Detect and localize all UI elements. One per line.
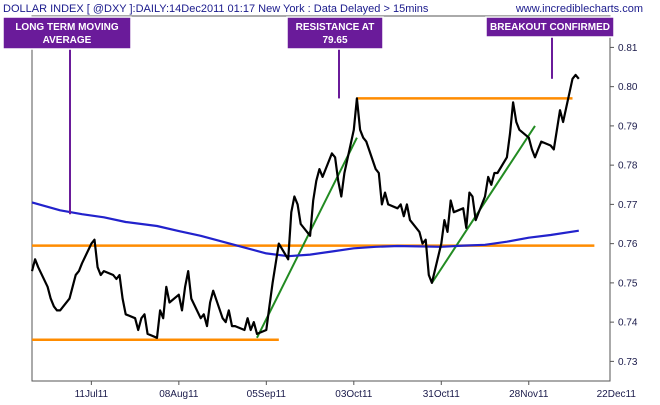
- y-tick-label: 0.77: [618, 200, 638, 211]
- price-layer: [30, 73, 580, 339]
- brand-watermark: www.incrediblecharts.com: [515, 3, 643, 15]
- annotation-box: [485, 16, 615, 38]
- trendline: [431, 125, 536, 284]
- annotation-label: BREAKOUT CONFIRMED: [490, 22, 610, 33]
- annotations: LONG TERM MOVING AVERAGE RESISTANCE AT 79.6…: [2, 16, 615, 215]
- horizontal-lines: [32, 97, 595, 342]
- x-tick-label: 31Oct11: [423, 389, 460, 400]
- y-tick-label: 0.81: [618, 43, 638, 54]
- y-tick-label: 0.76: [618, 239, 638, 250]
- moving-average-line: [31, 201, 579, 258]
- x-tick-label: 08Aug11: [159, 389, 199, 400]
- x-tick-label: 03Oct11: [335, 389, 372, 400]
- annotation-label: RESISTANCE AT: [296, 22, 375, 33]
- trendline: [256, 137, 358, 339]
- chart-header-title: DOLLAR INDEX [ @DXY ]:DAILY:14Dec2011 01…: [3, 3, 429, 15]
- x-axis: 11Jul11 08Aug11 05Sep11 03Oct11 31Oct11 28Nov…: [75, 381, 637, 400]
- y-tick-label: 0.80: [618, 82, 638, 93]
- x-tick-label: 28Nov11: [509, 389, 549, 400]
- x-tick-label: 05Sep11: [247, 389, 287, 400]
- plot-frame: [31, 15, 611, 382]
- moving-average-layer: [31, 201, 579, 258]
- y-tick-label: 0.74: [618, 318, 638, 329]
- annotation-label: 79.65: [322, 35, 347, 46]
- annotation-box: [286, 16, 384, 50]
- y-tick-label: 0.79: [618, 121, 638, 132]
- annotation-label: AVERAGE: [43, 35, 92, 46]
- annotation-label: LONG TERM MOVING: [15, 22, 119, 33]
- trendlines: [256, 125, 536, 339]
- x-tick-label: 22Dec11: [597, 389, 637, 400]
- x-tick-label: 11Jul11: [75, 389, 109, 400]
- y-axis: 0.73 0.74 0.75 0.76 0.77 0.78 0.79 0.80 0.81: [610, 43, 638, 368]
- price-line: [30, 73, 580, 339]
- y-tick-label: 0.78: [618, 161, 638, 172]
- annotation-box: [2, 16, 132, 50]
- y-tick-label: 0.73: [618, 357, 638, 368]
- y-tick-label: 0.75: [618, 278, 638, 289]
